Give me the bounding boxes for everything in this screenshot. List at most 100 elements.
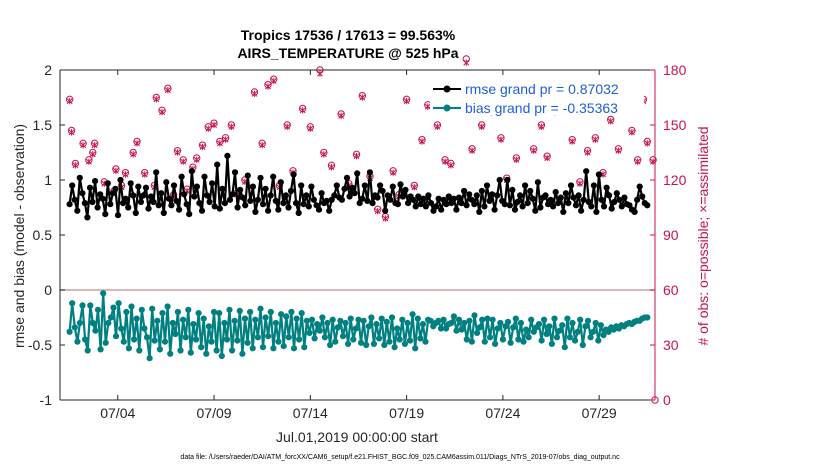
obs-assimilated-point (419, 138, 425, 145)
rmse-point (229, 191, 236, 198)
bias-point (316, 327, 323, 334)
obs-assimilated-point (251, 90, 258, 98)
rmse-point (305, 203, 312, 210)
rmse-point (529, 195, 536, 202)
bias-point (216, 310, 223, 317)
rmse-point (438, 206, 445, 213)
rmse-point (346, 193, 353, 200)
bias-point (455, 316, 463, 323)
right-axis-ticks: 0 30 60 90 120 150 180 (650, 62, 687, 408)
rmse-point (249, 183, 256, 190)
bias-point (334, 324, 341, 331)
rmse-point (534, 179, 542, 186)
bias-point (450, 313, 457, 320)
rmse-point (293, 200, 300, 207)
bias-point (275, 338, 282, 345)
rmse-point (461, 187, 468, 195)
rmse-point (107, 201, 114, 208)
rmse-point (84, 214, 91, 221)
rmse-point (216, 205, 223, 212)
bias-point (285, 334, 292, 341)
obs-assimilated-point (316, 70, 323, 77)
bias-point (391, 344, 398, 351)
bias-point (525, 334, 532, 341)
rmse-point (359, 195, 366, 202)
bias-point (89, 319, 96, 327)
rmse-point (102, 211, 109, 218)
rmse-point (509, 186, 516, 193)
rmse-point (575, 192, 582, 199)
bias-point (520, 338, 527, 345)
rmse-point (519, 203, 526, 210)
left-tick-label: -0.5 (28, 337, 52, 353)
rmse-point (631, 208, 638, 215)
right-tick-label: 120 (663, 172, 687, 188)
bias-point (97, 346, 104, 353)
bias-series (66, 290, 651, 362)
bias-point (213, 347, 220, 354)
rmse-point (524, 200, 531, 207)
bias-point (373, 321, 380, 328)
right-tick-label: 60 (663, 282, 679, 298)
bias-point (314, 321, 321, 328)
bias-point (394, 325, 401, 332)
rmse-point (74, 207, 81, 214)
bias-point (69, 300, 76, 307)
x-tick-label: 07/14 (293, 405, 328, 421)
bias-point (120, 338, 127, 345)
rmse-point (231, 169, 239, 176)
obs-assimilated-point (644, 140, 651, 147)
rmse-point (397, 181, 404, 188)
obs-assimilated-point (569, 138, 576, 145)
rmse-point (234, 204, 241, 211)
rmse-point (420, 195, 427, 202)
bias-point (254, 334, 261, 341)
bias-point (203, 350, 210, 357)
x-axis-label: Jul.01,2019 00:00:00 start (276, 429, 438, 445)
obs-assimilated-point (478, 123, 485, 131)
bias-point (252, 316, 259, 323)
rmse-point (606, 192, 613, 199)
bias-point (71, 324, 78, 331)
rmse-point (361, 182, 368, 189)
bias-point (131, 336, 138, 343)
rmse-point (99, 195, 106, 202)
obs-assimilated-point (216, 140, 223, 147)
rmse-point (114, 212, 122, 219)
bias-point (324, 319, 331, 327)
left-tick-label: 1 (44, 172, 52, 188)
rmse-point (221, 200, 228, 207)
bias-point (161, 338, 169, 345)
bias-point (329, 316, 336, 323)
bias-point (440, 316, 447, 323)
rmse-point (267, 192, 274, 199)
obs-assimilated-point (130, 151, 137, 158)
rmse-point (226, 196, 234, 203)
rmse-point (455, 194, 463, 201)
bias-point (82, 336, 89, 343)
rmse-point (476, 208, 483, 215)
rmse-point (405, 200, 412, 207)
right-tick-label: 150 (663, 117, 687, 133)
bias-point (404, 319, 411, 327)
bias-point (66, 328, 73, 335)
rmse-point (608, 205, 615, 212)
bias-point (347, 315, 354, 322)
rmse-point (298, 182, 305, 189)
rmse-point (483, 182, 491, 189)
rmse-point (489, 191, 496, 198)
obs-assimilated-point (463, 59, 470, 66)
rmse-point (183, 201, 190, 208)
bias-point (94, 306, 102, 313)
obs-assimilated-point (538, 123, 545, 131)
bias-point (223, 336, 230, 343)
rmse-point (565, 200, 572, 207)
bias-point (463, 336, 470, 343)
bias-point (342, 319, 349, 327)
bias-point (512, 315, 519, 322)
rmse-point (214, 161, 221, 168)
rmse-point (112, 185, 119, 192)
rmse-point (417, 201, 424, 208)
bias-point (278, 311, 285, 318)
rmse-point (239, 194, 246, 201)
